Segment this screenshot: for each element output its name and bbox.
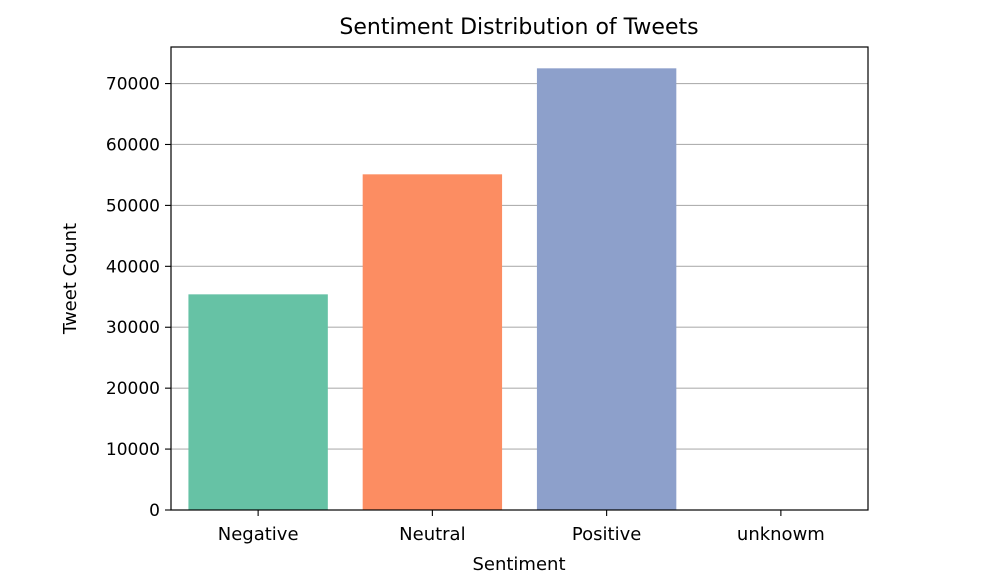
y-tick-label: 50000 [106,196,160,216]
chart-title: Sentiment Distribution of Tweets [339,15,698,40]
bar-neutral [362,174,503,510]
bar-positive [536,68,677,511]
y-tick-label: 40000 [106,257,160,277]
y-tick-label: 20000 [106,379,160,399]
x-tick-label: unknowm [737,524,825,545]
y-tick-label: 10000 [106,440,160,460]
x-tick-label: Positive [572,524,641,545]
y-axis-ticks: 0 10000 20000 30000 40000 50000 60000 70000 [106,75,171,521]
plot-frame [170,46,869,511]
y-tick-label: 60000 [106,135,160,155]
x-axis-label: Sentiment [472,554,565,575]
bar-negative [188,294,328,510]
x-tick-label: Negative [218,524,299,545]
y-axis-label: Tweet Count [60,223,81,335]
x-axis-ticks: Negative Neutral Positive unknowm [218,510,825,545]
y-tick-label: 30000 [106,318,160,338]
y-tick-label: 0 [149,501,160,521]
x-tick-label: Neutral [399,524,465,545]
bars-layer [188,68,677,511]
y-tick-label: 70000 [106,75,160,95]
